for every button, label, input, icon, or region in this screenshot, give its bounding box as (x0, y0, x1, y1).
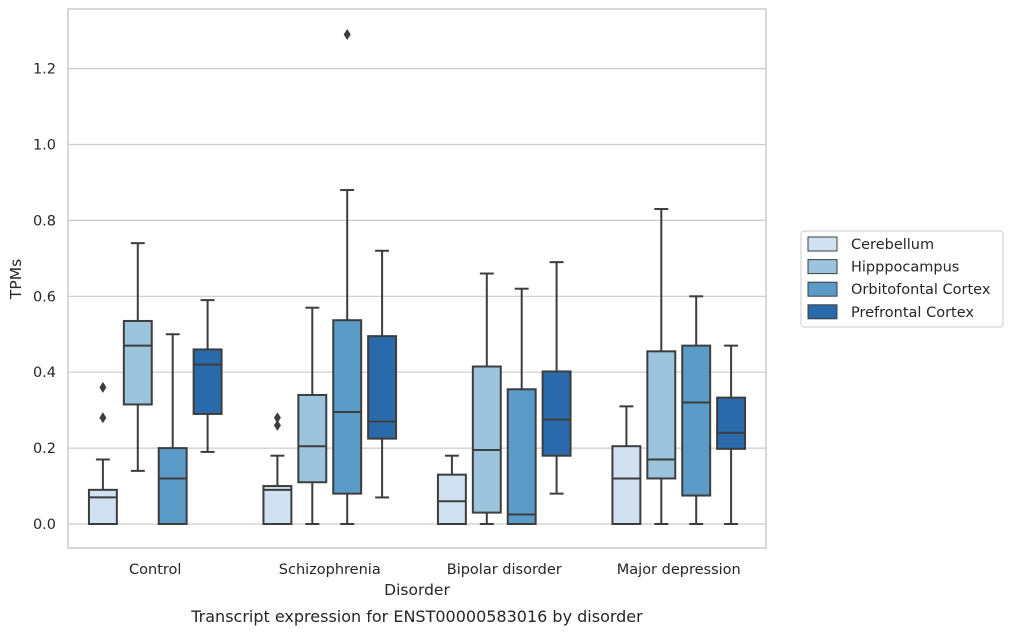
box-orbitofontal-cortex (506, 287, 537, 525)
box-hipppocampus (471, 272, 502, 525)
box-body (436, 473, 467, 526)
box-body (297, 393, 328, 484)
y-tick-label: 1.2 (33, 62, 56, 78)
box-body (611, 445, 642, 526)
x-tick-label: Bipolar disorder (447, 562, 562, 578)
x-tick-label: Control (129, 562, 181, 578)
legend-entry: Cerebellum (851, 237, 934, 253)
box-prefrontal-cortex (541, 261, 572, 495)
box-body (262, 485, 293, 525)
y-tick-label: 0.4 (33, 365, 56, 381)
box-body (646, 350, 677, 480)
box-cerebellum (262, 412, 293, 525)
box-body (367, 335, 398, 440)
box-body (541, 370, 572, 457)
box-body (716, 396, 747, 450)
box-orbitofontal-cortex (332, 28, 363, 525)
legend-swatch (807, 304, 838, 320)
box-body (471, 365, 502, 514)
x-tick-label: Major depression (617, 562, 741, 578)
box-hipppocampus (646, 208, 677, 525)
legend: Cerebellum Hipppocampus Orbitofontal Corte… (800, 230, 1004, 328)
y-tick-label: 0.2 (33, 441, 56, 457)
legend-entry: Orbitofontal Cortex (851, 282, 991, 298)
box-hipppocampus (297, 306, 328, 525)
outlier-point (99, 381, 107, 393)
outlier-point (273, 412, 281, 424)
outlier-point (343, 28, 351, 40)
box-prefrontal-cortex (716, 344, 747, 525)
y-tick-label: 0.8 (33, 213, 56, 229)
box-cerebellum (87, 381, 118, 525)
y-axis-label: TPMs (7, 259, 25, 300)
box-body (332, 319, 363, 495)
outlier-point (273, 419, 281, 431)
legend-entry: Hipppocampus (851, 260, 959, 276)
y-tick-label: 1.0 (33, 138, 56, 154)
legend-swatch (807, 281, 838, 297)
box-body (87, 488, 118, 525)
legend-frame (800, 230, 1004, 328)
box-series (87, 28, 747, 526)
x-tick-labels: Control Schizophrenia Bipolar disorder Majo… (129, 562, 741, 578)
box-hipppocampus (122, 242, 153, 472)
legend-entry: Prefrontal Cortex (851, 305, 974, 321)
y-tick-label: 0.0 (33, 517, 56, 533)
x-axis-label: Disorder (384, 581, 450, 599)
box-body (157, 447, 188, 526)
box-prefrontal-cortex (192, 299, 223, 453)
box-body (122, 319, 153, 406)
y-tick-labels: 0.0 0.2 0.4 0.6 0.8 1.0 1.2 (33, 62, 56, 533)
plot-frame (67, 8, 767, 549)
outlier-point (99, 412, 107, 424)
box-cerebellum (611, 405, 642, 526)
chart-caption: Transcript expression for ENST0000058301… (190, 607, 643, 626)
legend-swatch (807, 259, 838, 275)
y-tick-label: 0.6 (33, 289, 56, 305)
box-cerebellum (436, 454, 467, 526)
box-body (506, 388, 537, 525)
x-tick-label: Schizophrenia (279, 562, 381, 578)
box-orbitofontal-cortex (157, 333, 188, 526)
box-prefrontal-cortex (367, 249, 398, 499)
box-body (192, 348, 223, 415)
box-body (681, 344, 712, 497)
box-orbitofontal-cortex (681, 295, 712, 525)
legend-swatch (807, 236, 838, 252)
